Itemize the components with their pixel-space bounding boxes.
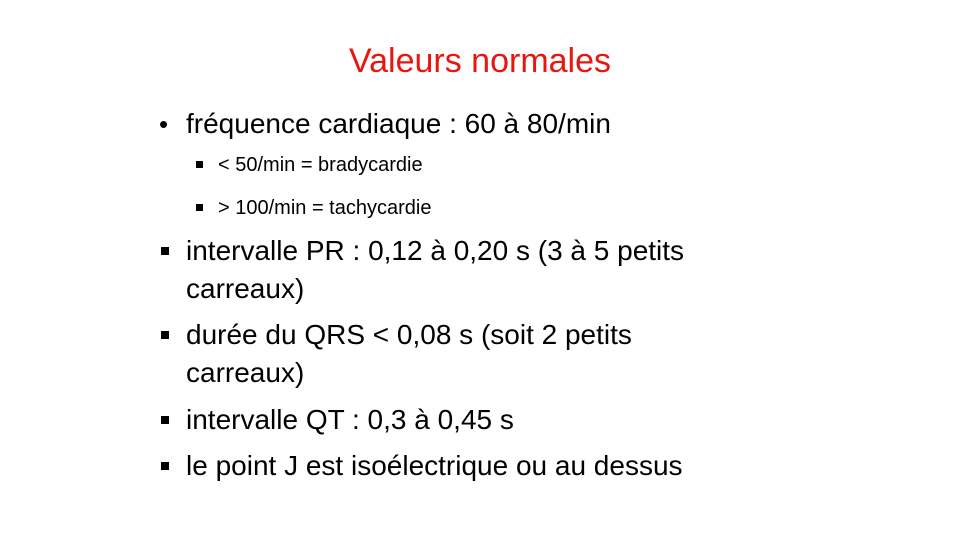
bradycardia-text: < 50/min = bradycardie xyxy=(218,154,423,176)
sub-item-tachycardia: > 100/min = tachycardie xyxy=(196,195,696,221)
tachycardia-text: > 100/min = tachycardie xyxy=(218,197,432,219)
square-bullet-icon xyxy=(161,416,169,424)
heart-rate-text: fréquence cardiaque : 60 à 80/min xyxy=(186,108,611,139)
qt-interval-text: intervalle QT : 0,3 à 0,45 s xyxy=(186,404,514,435)
pr-interval-line-1: intervalle PR : 0,12 à 0,20 s (3 à 5 pet… xyxy=(186,235,685,266)
list-item-qrs-duration: durée du QRS < 0,08 s (soit 2 petits car… xyxy=(159,317,919,389)
list-item-heart-rate: • fréquence cardiaque : 60 à 80/min xyxy=(159,106,859,142)
list-item-qt-interval: intervalle QT : 0,3 à 0,45 s xyxy=(159,402,919,438)
bullet-dot-icon: • xyxy=(159,109,169,139)
square-bullet-icon xyxy=(161,247,169,255)
slide-title: Valeurs normales xyxy=(348,42,612,80)
list-item-pr-interval: intervalle PR : 0,12 à 0,20 s (3 à 5 pet… xyxy=(159,233,919,305)
square-bullet-icon xyxy=(161,331,169,339)
qrs-duration-line-2: carreaux) xyxy=(186,357,305,388)
square-bullet-icon xyxy=(196,204,203,211)
square-bullet-icon xyxy=(161,462,169,470)
j-point-text: le point J est isoélectrique ou au dessu… xyxy=(186,450,683,481)
qrs-duration-line-1: durée du QRS < 0,08 s (soit 2 petits xyxy=(186,319,632,350)
pr-interval-line-2: carreaux) xyxy=(186,273,305,304)
square-bullet-icon xyxy=(196,161,203,168)
sub-item-bradycardia: < 50/min = bradycardie xyxy=(196,152,696,178)
list-item-j-point: le point J est isoélectrique ou au dessu… xyxy=(159,448,919,484)
